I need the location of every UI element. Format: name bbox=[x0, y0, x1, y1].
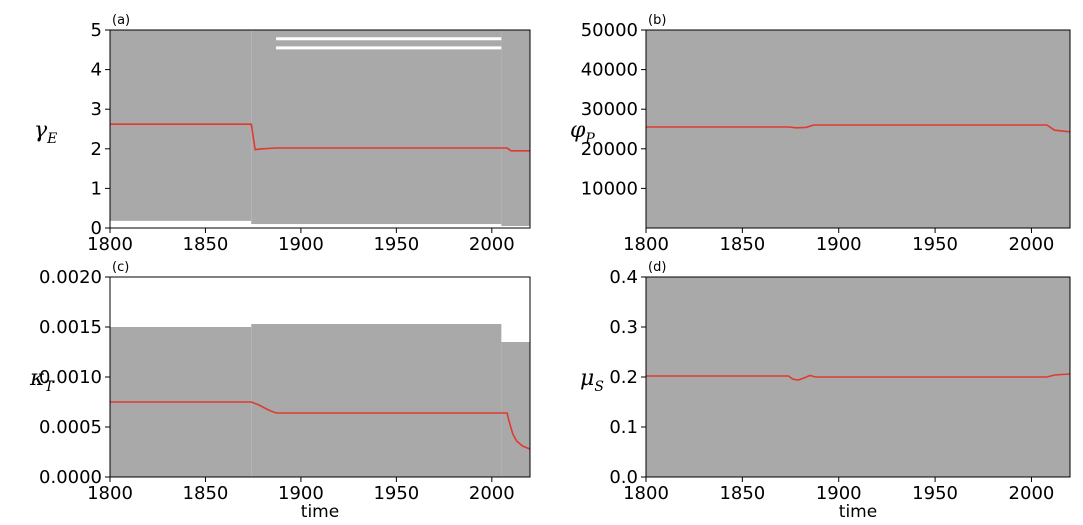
x-tick-label: 1800 bbox=[623, 234, 669, 255]
y-tick-label: 40000 bbox=[581, 60, 638, 81]
y-tick-label: 0 bbox=[91, 218, 102, 239]
panel-label: (b) bbox=[648, 13, 666, 28]
plot-area bbox=[646, 30, 1070, 228]
mean-series-line bbox=[646, 373, 1070, 381]
y-tick-label: 50000 bbox=[581, 20, 638, 41]
y-tick-label: 3 bbox=[91, 99, 102, 120]
y-tick-label: 0.0020 bbox=[39, 267, 102, 288]
x-tick-label: 2000 bbox=[469, 483, 515, 504]
axes-frame bbox=[645, 29, 1071, 229]
x-tick-label: 2000 bbox=[1009, 234, 1055, 255]
x-tick-label: 1950 bbox=[373, 483, 419, 504]
panel-label: (d) bbox=[648, 260, 666, 275]
x-tick-label: 1800 bbox=[87, 483, 133, 504]
y-tick-label: 0.0000 bbox=[39, 467, 102, 488]
plot-area bbox=[110, 30, 530, 227]
variance-band-segment bbox=[646, 30, 1070, 228]
x-tick-label: 1850 bbox=[719, 234, 765, 255]
mean-series-line bbox=[110, 401, 530, 450]
y-tick-label: 0.1 bbox=[609, 417, 638, 438]
panel-label: (a) bbox=[112, 13, 130, 28]
y-axis-label: γE bbox=[34, 118, 57, 147]
x-tick-label: 1850 bbox=[719, 483, 765, 504]
x-tick-label: 2000 bbox=[1009, 483, 1055, 504]
x-tick-label: 1950 bbox=[912, 234, 958, 255]
plot-area bbox=[646, 277, 1070, 477]
y-tick-label: 0.0005 bbox=[39, 417, 102, 438]
x-tick-label: 1900 bbox=[816, 483, 862, 504]
y-tick-label: 1 bbox=[91, 178, 102, 199]
chart-panel-b: 1800 1850 1900 1950 2000 10000 20000 30000 40000… bbox=[570, 13, 1071, 255]
y-tick-label: 20000 bbox=[581, 139, 638, 160]
y-tick-label: 0.4 bbox=[609, 267, 638, 288]
x-axis-label: time bbox=[301, 502, 339, 522]
axes-frame bbox=[109, 29, 531, 229]
chart-panel-a: 1800 1850 1900 1950 2000 0 1 2 3 4 5 (a) γE bbox=[34, 13, 531, 255]
x-tick-label: 1800 bbox=[87, 234, 133, 255]
variance-band-segment bbox=[501, 30, 530, 227]
mean-series-line bbox=[646, 124, 1070, 133]
x-tick-label: 1950 bbox=[912, 483, 958, 504]
x-tick-label: 1900 bbox=[278, 234, 324, 255]
plot-area bbox=[110, 324, 530, 477]
x-tick-label: 1900 bbox=[278, 483, 324, 504]
x-tick-label: 1850 bbox=[183, 483, 229, 504]
chart-panel-d: 1800 1850 1900 1950 2000 0.0 0.1 0.2 0.3 0.4 (d) μS… bbox=[580, 260, 1071, 522]
y-axis-label: μS bbox=[580, 366, 604, 395]
y-tick-label: 0.0015 bbox=[39, 317, 102, 338]
y-tick-label: 2 bbox=[91, 139, 102, 160]
x-tick-label: 2000 bbox=[469, 234, 515, 255]
y-tick-label: 0.0010 bbox=[39, 367, 102, 388]
y-tick-label: 0.3 bbox=[609, 317, 638, 338]
y-tick-label: 5 bbox=[91, 20, 102, 41]
y-tick-label: 4 bbox=[91, 60, 102, 81]
y-axis-label: κT bbox=[29, 366, 55, 395]
y-tick-label: 10000 bbox=[581, 178, 638, 199]
y-axis-label: φP bbox=[570, 118, 595, 147]
y-tick-label: 0.0 bbox=[609, 467, 638, 488]
x-tick-label: 1900 bbox=[816, 234, 862, 255]
x-tick-label: 1850 bbox=[183, 234, 229, 255]
y-tick-label: 0.2 bbox=[609, 367, 638, 388]
mean-series-line bbox=[110, 123, 530, 152]
variance-band-segment bbox=[110, 30, 252, 221]
chart-panel-c: 1800 1850 1900 1950 2000 0.0000 0.0005 0.0010 0.… bbox=[29, 260, 531, 522]
variance-band-segment bbox=[501, 342, 530, 477]
x-axis-label: time bbox=[839, 502, 877, 522]
x-tick-label: 1950 bbox=[373, 234, 419, 255]
variance-band-segment bbox=[251, 30, 502, 225]
x-tick-label: 1800 bbox=[623, 483, 669, 504]
variance-band-segment bbox=[251, 324, 502, 477]
y-tick-label: 30000 bbox=[581, 99, 638, 120]
panel-label: (c) bbox=[112, 260, 129, 275]
